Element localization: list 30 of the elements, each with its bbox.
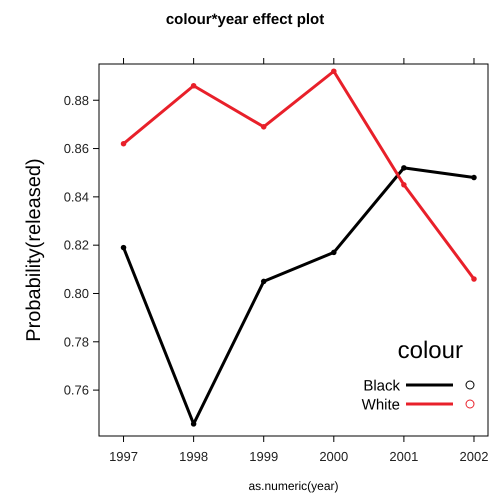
point xyxy=(120,140,126,146)
x-tick-label: 1999 xyxy=(249,449,278,464)
point xyxy=(260,124,266,130)
point xyxy=(331,68,337,74)
x-tick-label: 2001 xyxy=(389,449,418,464)
y-tick-label: 0.82 xyxy=(64,238,89,253)
point xyxy=(260,278,266,284)
legend-title: colour xyxy=(398,337,463,364)
y-axis-title: Probability(released) xyxy=(23,158,45,342)
point xyxy=(401,165,407,171)
point xyxy=(471,276,477,282)
chart-title: colour*year effect plot xyxy=(166,11,324,28)
x-tick-label: 1997 xyxy=(109,449,138,464)
x-tick-label: 2002 xyxy=(460,449,488,464)
legend-label: White xyxy=(362,396,400,414)
legend-label: Black xyxy=(363,377,400,394)
point xyxy=(331,250,337,256)
x-tick-label: 1998 xyxy=(179,449,208,464)
point xyxy=(471,174,477,180)
y-tick-label: 0.84 xyxy=(64,189,89,204)
x-axis-title: as.numeric(year) xyxy=(248,479,339,493)
y-tick-label: 0.76 xyxy=(64,382,89,398)
y-tick-label: 0.78 xyxy=(64,334,89,350)
point xyxy=(190,82,196,88)
y-tick-label: 0.88 xyxy=(64,92,89,108)
y-tick-label: 0.80 xyxy=(64,286,89,302)
point xyxy=(401,182,407,188)
y-tick-label: 0.86 xyxy=(64,141,89,156)
point xyxy=(120,244,126,250)
x-tick-label: 2000 xyxy=(319,449,348,464)
